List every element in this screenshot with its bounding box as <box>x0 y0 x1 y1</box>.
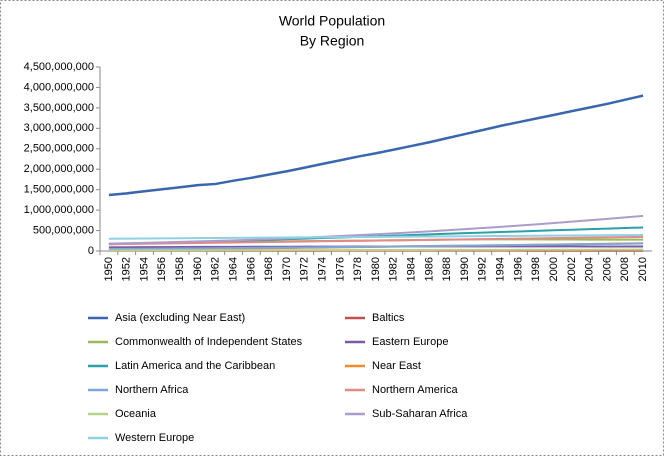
y-tick-label: 3,000,000,000 <box>24 122 94 134</box>
legend-label: Eastern Europe <box>372 336 448 348</box>
x-tick-label: 1976 <box>334 257 346 281</box>
legend-label: Northern America <box>372 384 458 396</box>
y-tick-label: 0 <box>88 245 94 257</box>
x-tick-label: 1984 <box>406 257 418 281</box>
legend-label: Northern Africa <box>115 384 189 396</box>
series-line <box>108 242 644 250</box>
x-tick-label: 1966 <box>245 257 257 281</box>
legend-label: Commonwealth of Independent States <box>115 336 303 348</box>
x-tick-label: 1988 <box>441 257 453 281</box>
series-line <box>108 94 644 197</box>
legend-label: Near East <box>372 360 421 372</box>
x-tick-label: 1994 <box>495 257 507 281</box>
x-tick-label: 2006 <box>601 257 613 281</box>
y-tick-label: 4,000,000,000 <box>24 81 94 93</box>
x-tick-label: 2008 <box>619 257 631 281</box>
x-tick-label: 1958 <box>174 257 186 281</box>
y-tick-label: 4,500,000,000 <box>24 61 94 73</box>
y-tick-label: 1,000,000,000 <box>24 204 94 216</box>
x-tick-label: 1970 <box>281 257 293 281</box>
x-tick-label: 1950 <box>103 257 115 281</box>
x-tick-label: 1978 <box>352 257 364 281</box>
x-tick-label: 1964 <box>227 257 239 281</box>
x-tick-label: 1968 <box>263 257 275 281</box>
x-tick-label: 2002 <box>566 257 578 281</box>
series-line <box>108 235 644 246</box>
y-tick-label: 2,500,000,000 <box>24 143 94 155</box>
legend-label: Western Europe <box>115 432 194 444</box>
y-tick-label: 3,500,000,000 <box>24 102 94 114</box>
x-tick-label: 2004 <box>584 257 596 281</box>
legend-label: Baltics <box>372 312 405 324</box>
chart-subtitle: By Region <box>300 33 365 49</box>
x-tick-label: 2010 <box>637 257 649 281</box>
x-tick-label: 1998 <box>530 257 542 281</box>
legend-label: Asia (excluding Near East) <box>115 312 245 324</box>
legend-label: Sub-Saharan Africa <box>372 408 468 420</box>
x-tick-label: 1982 <box>388 257 400 281</box>
y-tick-label: 500,000,000 <box>33 224 94 236</box>
x-tick-label: 1986 <box>423 257 435 281</box>
x-tick-label: 1962 <box>210 257 222 281</box>
legend-label: Latin America and the Caribbean <box>115 360 275 372</box>
legend-label: Oceania <box>115 408 157 420</box>
x-tick-label: 1990 <box>459 257 471 281</box>
x-tick-label: 2000 <box>548 257 560 281</box>
series-line <box>108 234 644 240</box>
x-tick-label: 1974 <box>316 257 328 281</box>
y-tick-label: 2,000,000,000 <box>24 163 94 175</box>
x-tick-label: 1960 <box>192 257 204 281</box>
x-tick-label: 1956 <box>156 257 168 281</box>
x-tick-label: 1996 <box>512 257 524 281</box>
x-tick-label: 1980 <box>370 257 382 281</box>
series-line <box>108 248 644 252</box>
x-tick-label: 1972 <box>299 257 311 281</box>
y-tick-label: 1,500,000,000 <box>24 184 94 196</box>
x-tick-label: 1992 <box>477 257 489 281</box>
x-tick-label: 1952 <box>121 257 133 281</box>
chart-title: World Population <box>279 13 385 29</box>
series-line <box>108 214 644 245</box>
x-tick-label: 1954 <box>138 257 150 281</box>
